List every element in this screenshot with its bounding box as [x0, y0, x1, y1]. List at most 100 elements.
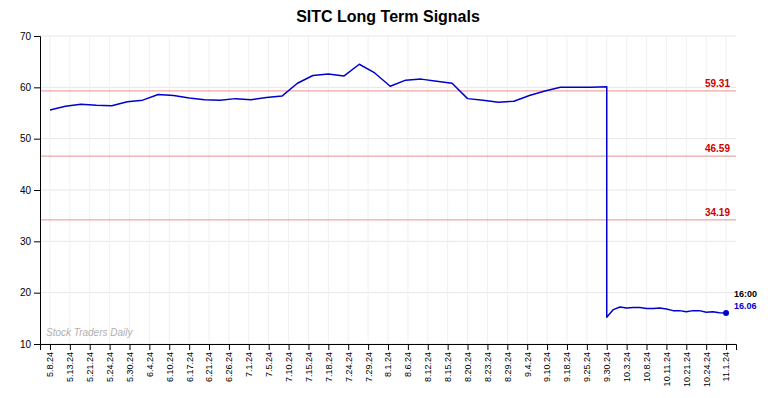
- tick-mark: [428, 344, 429, 350]
- tick-label: 10: [20, 339, 32, 350]
- grid-line: [129, 36, 130, 344]
- tick: 5.13.24: [65, 344, 75, 382]
- tick: 9.4.24: [523, 344, 533, 377]
- tick-mark: [607, 344, 608, 350]
- tick-mark: [388, 344, 389, 350]
- tick-label: 8.15.24: [443, 352, 453, 382]
- tick-mark: [149, 344, 150, 350]
- tick-mark: [34, 190, 40, 191]
- tick-label: 5.13.24: [65, 352, 75, 382]
- tick-label: 50: [20, 133, 32, 144]
- tick-mark: [567, 344, 568, 350]
- tick-mark: [448, 344, 449, 350]
- grid-line: [507, 36, 508, 344]
- tick-label: 10.8.24: [642, 352, 652, 382]
- tick: 60: [20, 82, 40, 93]
- grid-line: [308, 36, 309, 344]
- tick-mark: [34, 36, 40, 37]
- tick-mark: [50, 344, 51, 350]
- end-point: [723, 310, 729, 316]
- tick-mark: [269, 344, 270, 350]
- tick-mark: [289, 344, 290, 350]
- tick: 50: [20, 133, 40, 144]
- grid-line: [69, 36, 70, 344]
- tick-label: 9.10.24: [542, 352, 552, 382]
- grid-line: [49, 36, 50, 344]
- grid-line: [666, 36, 667, 344]
- reference-label: 59.31: [705, 78, 730, 89]
- tick-mark: [507, 344, 508, 350]
- tick-label: 5.8.24: [45, 352, 55, 377]
- tick-mark: [587, 344, 588, 350]
- grid-line: [248, 36, 249, 344]
- grid-line: [626, 36, 627, 344]
- tick-mark: [90, 344, 91, 350]
- grid-line: [109, 36, 110, 344]
- grid-line: [288, 36, 289, 344]
- tick: 10.21.24: [682, 344, 692, 387]
- tick: 7.1.24: [244, 344, 254, 377]
- tick-label: 9.25.24: [582, 352, 592, 382]
- tick-mark: [34, 344, 40, 345]
- tick-label: 6.10.24: [165, 352, 175, 382]
- tick-label: 11.1.24: [721, 352, 731, 381]
- tick: 20: [20, 287, 40, 298]
- tick: 30: [20, 236, 40, 247]
- tick-label: 60: [20, 82, 32, 93]
- tick-label: 10.24.24: [702, 352, 712, 387]
- line: [50, 64, 726, 317]
- grid-line: [149, 36, 150, 344]
- tick-label: 7.29.24: [363, 352, 373, 382]
- grid-line: [169, 36, 170, 344]
- annotations: 59.3146.5934.1916:0016.06Stock Traders D…: [46, 78, 757, 338]
- tick-label: 6.21.24: [204, 352, 214, 382]
- tick-mark: [647, 344, 648, 350]
- tick-label: 10.21.24: [682, 352, 692, 387]
- tick-label: 10.11.24: [662, 352, 672, 386]
- tick-label: 7.5.24: [264, 352, 274, 377]
- tick-mark: [468, 344, 469, 350]
- tick: 10.11.24: [662, 344, 672, 386]
- tick-mark: [34, 139, 40, 140]
- tick-mark: [348, 344, 349, 350]
- tick-mark: [328, 344, 329, 350]
- tick-mark: [189, 344, 190, 350]
- tick-mark: [308, 344, 309, 350]
- grid-line: [189, 36, 190, 344]
- tick-mark: [666, 344, 667, 350]
- tick: 6.21.24: [204, 344, 214, 382]
- tick: 5.30.24: [125, 344, 135, 382]
- tick-label: 10.3.24: [622, 352, 632, 382]
- tick-mark: [229, 344, 230, 350]
- grid-line: [527, 36, 528, 344]
- tick: 9.30.24: [602, 344, 612, 382]
- tick-label: 7.18.24: [324, 352, 334, 382]
- tick: 6.4.24: [145, 344, 155, 377]
- axis-line: [41, 345, 737, 351]
- tick-label: 8.6.24: [403, 352, 413, 377]
- grid-line: [89, 36, 90, 344]
- grid-line: [686, 36, 687, 344]
- grid-line: [467, 36, 468, 344]
- tick-label: 8.12.24: [423, 352, 433, 382]
- tick-label: 70: [20, 31, 32, 42]
- tick-mark: [627, 344, 628, 350]
- tick-mark: [726, 344, 727, 350]
- tick-mark: [209, 344, 210, 350]
- tick-mark: [34, 293, 40, 294]
- grid-line: [228, 36, 229, 344]
- tick-mark: [686, 344, 687, 350]
- tick: 5.24.24: [105, 344, 115, 382]
- watermark: Stock Traders Daily: [46, 327, 134, 338]
- tick-label: 5.21.24: [85, 352, 95, 382]
- tick-label: 6.17.24: [185, 352, 195, 382]
- grid-line: [547, 36, 548, 344]
- reference-line: [40, 219, 736, 220]
- plot-area: [50, 64, 729, 317]
- axis-line: [34, 37, 41, 345]
- reference-lines: [40, 91, 736, 220]
- tick-label: 8.1.24: [383, 352, 393, 377]
- grid-line: [388, 36, 389, 344]
- tick: 9.25.24: [582, 344, 592, 382]
- tick-mark: [706, 344, 707, 350]
